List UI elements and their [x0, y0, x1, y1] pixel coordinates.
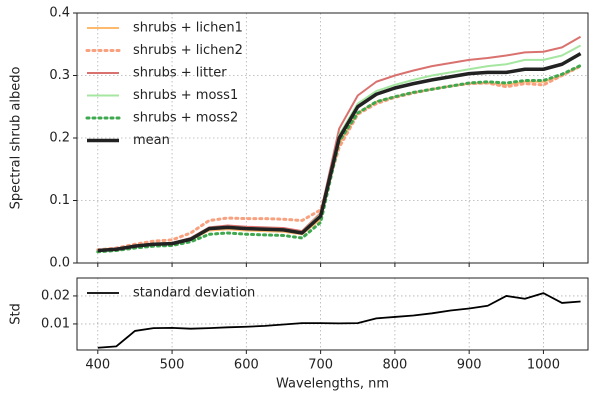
y-tick-label: 0.0 [49, 256, 70, 271]
legend-label: standard deviation [133, 286, 255, 301]
x-axis-label: Wavelengths, nm [276, 377, 389, 392]
legend-label: shrubs + lichen1 [133, 21, 243, 36]
x-tick-label: 800 [382, 358, 407, 373]
x-tick-label: 400 [85, 358, 110, 373]
plot-frame [76, 12, 589, 264]
x-tick-label: 600 [234, 358, 259, 373]
legend-label: shrubs + moss1 [133, 88, 238, 103]
x-tick-label: 1000 [527, 358, 560, 373]
legend-label: mean [133, 133, 170, 148]
y-tick-label: 0.2 [49, 131, 70, 146]
legend-label: shrubs + moss2 [133, 111, 238, 126]
y-axis-label: Std [9, 303, 24, 325]
legend-label: shrubs + litter [133, 66, 227, 81]
series-line [97, 292, 581, 349]
y-tick-label: 0.3 [49, 68, 70, 83]
x-tick-label: 700 [308, 358, 333, 373]
series-line [97, 52, 582, 253]
y-tick-label: 0.01 [41, 316, 70, 331]
y-axis-label: Spectral shrub albedo [9, 67, 24, 210]
x-tick-label: 900 [457, 358, 482, 373]
y-tick-label: 0.02 [41, 288, 70, 303]
y-tick-label: 0.4 [49, 6, 70, 21]
plot-frame [76, 277, 589, 351]
y-tick-label: 0.1 [49, 193, 70, 208]
legend-label: shrubs + lichen2 [133, 43, 243, 58]
x-tick-label: 500 [160, 358, 185, 373]
